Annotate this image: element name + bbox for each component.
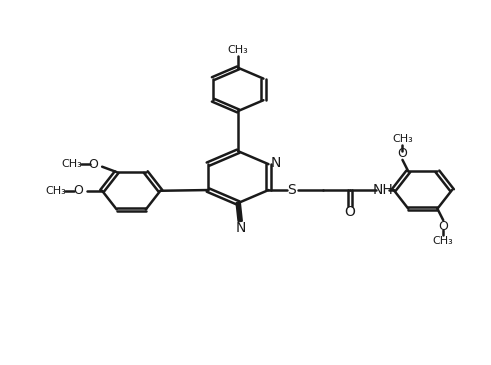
Text: O: O [398, 147, 408, 160]
Text: N: N [271, 157, 281, 170]
Text: O: O [345, 205, 355, 219]
Text: CH₃: CH₃ [46, 186, 66, 196]
Text: CH₃: CH₃ [228, 45, 248, 55]
Text: CH₃: CH₃ [392, 134, 413, 144]
Text: O: O [438, 220, 448, 233]
Text: O: O [73, 184, 83, 197]
Text: S: S [287, 183, 296, 197]
Text: NH: NH [372, 183, 393, 197]
Text: CH₃: CH₃ [433, 236, 454, 246]
Text: CH₃: CH₃ [61, 159, 82, 169]
Text: O: O [88, 158, 98, 171]
Text: N: N [236, 221, 246, 235]
